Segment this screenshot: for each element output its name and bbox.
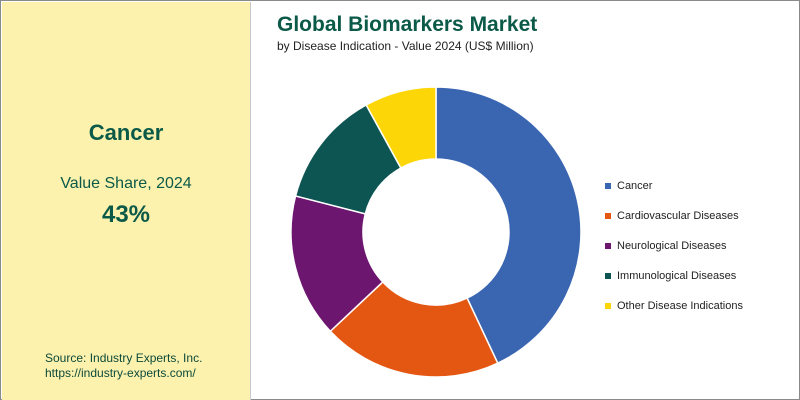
legend-item: Cancer — [605, 171, 743, 201]
highlight-value: 43% — [101, 201, 151, 228]
legend-swatch — [605, 243, 611, 249]
legend-label: Cancer — [617, 180, 653, 192]
highlight-segment-name: Cancer — [88, 120, 164, 145]
source-text: Source: Industry Experts, Inc. — [45, 351, 203, 365]
highlight-panel: Cancer Value Share, 2024 43% Source: Ind… — [2, 2, 251, 400]
donut-slice-cardiovascular-diseases — [329, 280, 499, 378]
legend-swatch — [605, 303, 611, 309]
donut-slice-other-disease-indications — [365, 86, 437, 170]
legend-swatch — [605, 183, 611, 189]
chart-subtitle: by Disease Indication - Value 2024 (US$ … — [277, 39, 534, 53]
source-link[interactable]: https://industry-experts.com/ — [45, 366, 196, 380]
legend-item: Immunological Diseases — [605, 261, 743, 291]
legend-label: Other Disease Indications — [617, 300, 743, 312]
legend-label: Neurological Diseases — [617, 240, 727, 252]
chart-legend: Cancer Cardiovascular Diseases Neurologica… — [605, 171, 743, 321]
source-note: Source: Industry Experts, Inc. https://i… — [45, 351, 202, 381]
legend-item: Cardiovascular Diseases — [605, 201, 743, 231]
highlight-value-label: Value Share, 2024 — [60, 175, 192, 192]
legend-item: Neurological Diseases — [605, 231, 743, 261]
legend-swatch — [605, 273, 611, 279]
legend-label: Immunological Diseases — [617, 270, 737, 282]
legend-swatch — [605, 213, 611, 219]
donut-chart — [290, 86, 582, 378]
donut-slice-cancer — [435, 86, 582, 365]
legend-label: Cardiovascular Diseases — [617, 210, 739, 222]
legend-item: Other Disease Indications — [605, 291, 743, 321]
chart-title: Global Biomarkers Market — [277, 13, 538, 36]
